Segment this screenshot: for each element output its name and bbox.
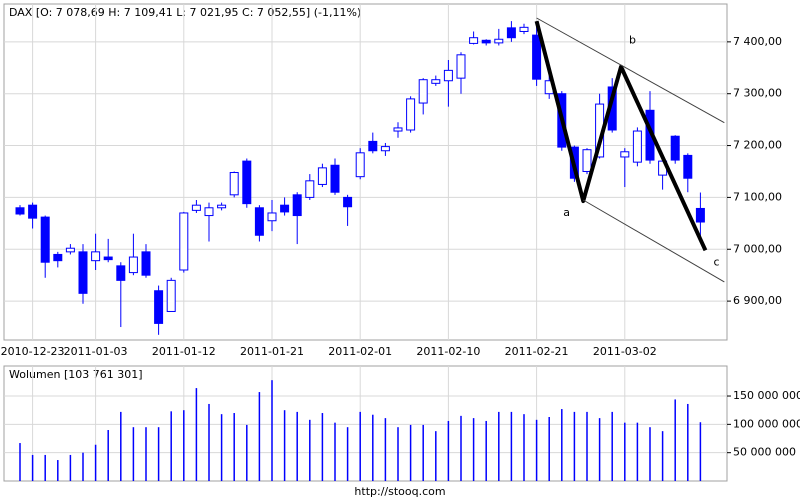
- candle-up: [456, 54, 466, 79]
- candle-down: [506, 27, 516, 39]
- candle-up: [305, 180, 315, 198]
- candle-down: [343, 196, 353, 208]
- y-tick-label: 100 000 000: [733, 417, 800, 430]
- y-tick-label: 7 400,00: [733, 35, 782, 48]
- x-tick-label: 2011-02-10: [416, 345, 480, 358]
- candle-down: [40, 216, 50, 263]
- y-tick-label: 50 000 000: [733, 446, 796, 459]
- x-tick-label: 2011-01-03: [64, 345, 128, 358]
- candle-down: [28, 204, 38, 219]
- candle-up: [431, 79, 441, 84]
- candle-up: [128, 256, 138, 274]
- candle-down: [103, 256, 113, 261]
- candle-up: [582, 149, 592, 172]
- candle-up: [229, 172, 239, 196]
- wave-label: c: [713, 255, 719, 268]
- y-tick-label: 7 000,00: [733, 242, 782, 255]
- wave-line: [534, 20, 708, 252]
- candle-up: [355, 152, 365, 178]
- candle-down: [154, 290, 164, 324]
- y-tick-label: 7 100,00: [733, 190, 782, 203]
- candle-down: [330, 164, 340, 193]
- y-tick-label: 150 000 000: [733, 389, 800, 402]
- x-tick-label: 2011-03-02: [593, 345, 657, 358]
- volume-title: Wolumen [103 761 301]: [9, 368, 143, 381]
- candle-up: [91, 251, 101, 262]
- wave-label: a: [563, 206, 570, 219]
- candle-down: [53, 253, 63, 262]
- candle-up: [217, 204, 227, 209]
- candle-up: [204, 207, 214, 217]
- candle-up: [166, 279, 176, 312]
- candle-up: [406, 98, 416, 131]
- candle-up: [65, 247, 75, 253]
- candle-up: [179, 212, 189, 271]
- y-tick-label: 7 300,00: [733, 87, 782, 100]
- source: http://stooq.com: [354, 485, 445, 498]
- x-tick-label: 2011-01-21: [240, 345, 304, 358]
- candle-up: [632, 130, 642, 163]
- candle-down: [695, 207, 705, 223]
- candle-down: [532, 34, 542, 80]
- candle-down: [280, 204, 290, 213]
- y-tick-label: 7 200,00: [733, 139, 782, 152]
- channel-line: [536, 17, 725, 124]
- chart-title: DAX [O: 7 078,69 H: 7 109,41 L: 7 021,95…: [9, 6, 361, 19]
- candle-down: [242, 160, 252, 205]
- candle-down: [292, 194, 302, 217]
- candle-up: [469, 37, 479, 44]
- candle-up: [443, 69, 453, 82]
- candle-up: [494, 38, 504, 44]
- x-tick-label: 2011-02-21: [505, 345, 569, 358]
- candle-down: [683, 154, 693, 179]
- candle-down: [15, 207, 25, 215]
- channel-line: [582, 199, 725, 283]
- candle-down: [481, 39, 491, 44]
- candle-up: [418, 79, 428, 104]
- candle-up: [267, 212, 277, 222]
- x-tick-label: 2011-01-12: [152, 345, 216, 358]
- candle-down: [78, 251, 88, 294]
- candle-up: [620, 151, 630, 158]
- candle-up: [380, 146, 390, 152]
- candle-up: [393, 127, 403, 132]
- candle-down: [254, 207, 264, 236]
- candle-up: [191, 204, 201, 211]
- volume-panel: [3, 365, 728, 482]
- candle-up: [317, 167, 327, 185]
- candle-down: [670, 135, 680, 161]
- candle-down: [141, 251, 151, 276]
- y-tick-label: 6 900,00: [733, 294, 782, 307]
- candle-down: [116, 265, 126, 281]
- x-tick-label: 2010-12-23: [1, 345, 65, 358]
- candle-up: [519, 26, 529, 32]
- wave-label: b: [629, 34, 636, 47]
- x-tick-label: 2011-02-01: [328, 345, 392, 358]
- candle-down: [368, 140, 378, 152]
- price-panel: [3, 3, 728, 341]
